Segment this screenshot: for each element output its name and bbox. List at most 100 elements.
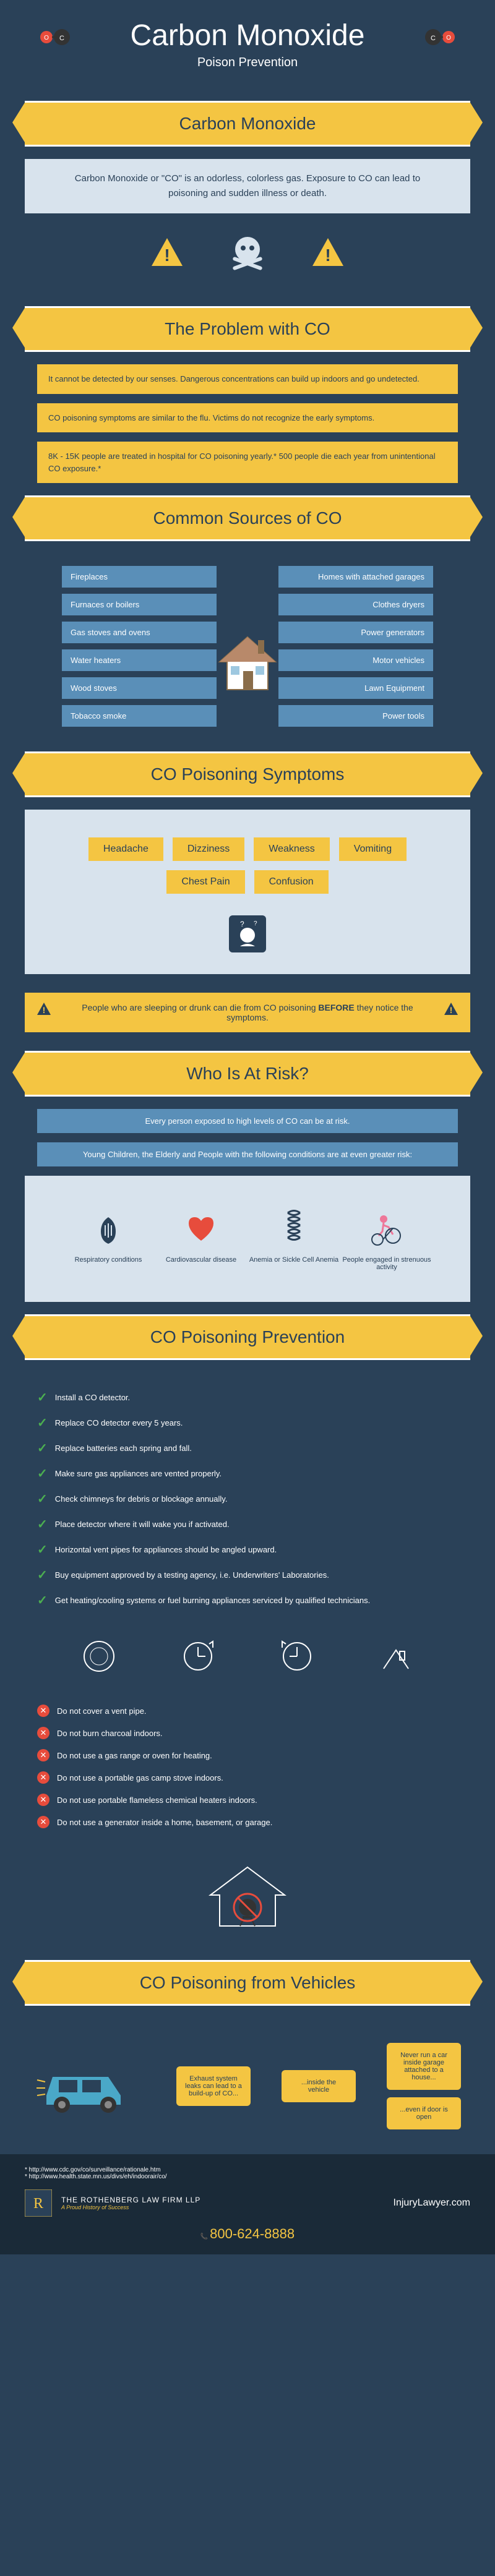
source-item: Motor vehicles bbox=[278, 649, 433, 671]
svg-text:?: ? bbox=[254, 920, 257, 927]
risk-box-2: Young Children, the Elderly and People w… bbox=[37, 1142, 458, 1166]
section-banner-risk: Who Is At Risk? bbox=[25, 1051, 470, 1097]
risk-icon bbox=[62, 1207, 155, 1250]
confusion-icon: ?? bbox=[25, 909, 470, 962]
svg-text:O: O bbox=[44, 35, 49, 41]
section-banner-symptoms: CO Poisoning Symptoms bbox=[25, 751, 470, 797]
prevention-dont: ✕Do not burn charcoal indoors. bbox=[37, 1722, 458, 1744]
alert-text-bold: BEFORE bbox=[318, 1003, 354, 1012]
risk-item: Cardiovascular disease bbox=[155, 1207, 248, 1271]
prevention-do: ✓Replace CO detector every 5 years. bbox=[37, 1410, 458, 1436]
section-banner-sources: Common Sources of CO bbox=[25, 495, 470, 541]
warning-icon: ! bbox=[309, 235, 346, 272]
cross-icon: ✕ bbox=[37, 1816, 50, 1828]
page-title: Carbon Monoxide bbox=[12, 19, 483, 53]
section-banner-prevention: CO Poisoning Prevention bbox=[25, 1314, 470, 1360]
source-item: Power generators bbox=[278, 622, 433, 643]
intro-text: Carbon Monoxide or "CO" is an odorless, … bbox=[25, 159, 470, 213]
svg-text:O: O bbox=[446, 35, 451, 41]
chimney-icon bbox=[377, 1638, 415, 1675]
prevention-text: Replace CO detector every 5 years. bbox=[55, 1418, 183, 1427]
source-item: Power tools bbox=[278, 705, 433, 727]
svg-text:!: ! bbox=[325, 246, 330, 265]
source-item: Wood stoves bbox=[62, 677, 217, 699]
prevention-text: Horizontal vent pipes for appliances sho… bbox=[55, 1545, 277, 1554]
check-icon: ✓ bbox=[37, 1390, 48, 1405]
cross-icon: ✕ bbox=[37, 1705, 50, 1717]
check-icon: ✓ bbox=[37, 1440, 48, 1456]
alert-banner: ! People who are sleeping or drunk can d… bbox=[25, 993, 470, 1032]
prevention-text: Do not use a portable gas camp stove ind… bbox=[57, 1773, 223, 1782]
symptom-pill: Dizziness bbox=[173, 837, 244, 861]
risk-label: Respiratory conditions bbox=[62, 1256, 155, 1264]
check-icon: ✓ bbox=[37, 1567, 48, 1583]
prevention-text: Replace batteries each spring and fall. bbox=[55, 1444, 192, 1453]
prevention-text: Do not use portable flameless chemical h… bbox=[57, 1795, 257, 1805]
check-icon: ✓ bbox=[37, 1593, 48, 1608]
check-icon: ✓ bbox=[37, 1542, 48, 1557]
clock-icon bbox=[179, 1638, 217, 1675]
source-item: Furnaces or boilers bbox=[62, 594, 217, 615]
clock-back-icon bbox=[278, 1638, 316, 1675]
symptom-pill: Chest Pain bbox=[166, 870, 244, 894]
problem-box: It cannot be detected by our senses. Dan… bbox=[37, 364, 458, 394]
risk-icon bbox=[155, 1207, 248, 1250]
source-item: Homes with attached garages bbox=[278, 566, 433, 588]
risk-label: Anemia or Sickle Cell Anemia bbox=[248, 1256, 340, 1264]
risk-item: Respiratory conditions bbox=[62, 1207, 155, 1271]
footer-ref-1: * http://www.cdc.gov/co/surveillance/rat… bbox=[25, 2167, 470, 2173]
bubble-exhaust: Exhaust system leaks can lead to a build… bbox=[176, 2066, 251, 2106]
footer: * http://www.cdc.gov/co/surveillance/rat… bbox=[0, 2154, 495, 2254]
bubble-door: ...even if door is open bbox=[387, 2097, 461, 2129]
prevention-dont: ✕ Do not cover a vent pipe. bbox=[37, 1700, 458, 1722]
risk-item: People engaged in strenuous activity bbox=[340, 1207, 433, 1271]
prevention-text: Do not cover a vent pipe. bbox=[57, 1706, 147, 1716]
prevention-dont: ✕ Do not use portable flameless chemical … bbox=[37, 1789, 458, 1811]
vehicle-section: Exhaust system leaks can lead to a build… bbox=[0, 2018, 495, 2154]
cross-icon: ✕ bbox=[37, 1794, 50, 1806]
footer-tagline: A Proud History of Success bbox=[61, 2204, 200, 2210]
section-banner-problem: The Problem with CO bbox=[25, 306, 470, 352]
prevention-text: Do not use a generator inside a home, ba… bbox=[57, 1818, 272, 1827]
risk-item: Anemia or Sickle Cell Anemia bbox=[248, 1207, 340, 1271]
warning-icon: ! bbox=[148, 235, 186, 272]
warning-icons-row: ! ! bbox=[0, 213, 495, 294]
sources-grid: FireplacesFurnaces or boilersGas stoves … bbox=[0, 554, 495, 739]
prevention-text: Do not use a gas range or oven for heati… bbox=[57, 1751, 212, 1760]
symptom-pill: Confusion bbox=[254, 870, 329, 894]
problem-box: CO poisoning symptoms are similar to the… bbox=[37, 403, 458, 433]
prevention-do: ✓ Horizontal vent pipes for appliances sh… bbox=[37, 1537, 458, 1562]
house-icon bbox=[213, 628, 282, 699]
prevention-do: ✓ Make sure gas appliances are vented pro… bbox=[37, 1461, 458, 1486]
cross-icon: ✕ bbox=[37, 1771, 50, 1784]
alert-text-pre: People who are sleeping or drunk can die… bbox=[82, 1003, 318, 1012]
prevention-text: Check chimneys for debris or blockage an… bbox=[55, 1494, 228, 1504]
prevention-dont: ✕ Do not use a portable gas camp stove in… bbox=[37, 1766, 458, 1789]
prevention-dont: ✕Do not use a gas range or oven for heat… bbox=[37, 1744, 458, 1766]
source-item: Gas stoves and ovens bbox=[62, 622, 217, 643]
section-banner-vehicles: CO Poisoning from Vehicles bbox=[25, 1960, 470, 2006]
check-icon: ✓ bbox=[37, 1491, 48, 1507]
detector-icon bbox=[80, 1638, 118, 1675]
risk-box-1: Every person exposed to high levels of C… bbox=[37, 1109, 458, 1133]
prevention-text: Buy equipment approved by a testing agen… bbox=[55, 1570, 329, 1580]
footer-site: InjuryLawyer.com bbox=[394, 2197, 471, 2209]
svg-text:!: ! bbox=[43, 1005, 46, 1015]
symptom-pill: Headache bbox=[88, 837, 163, 861]
page-subtitle: Poison Prevention bbox=[12, 56, 483, 70]
risk-label: People engaged in strenuous activity bbox=[340, 1256, 433, 1271]
prevention-dont: ✕ Do not use a generator inside a home, b… bbox=[37, 1811, 458, 1833]
header: CO CO Carbon Monoxide Poison Prevention bbox=[0, 0, 495, 88]
source-item: Tobacco smoke bbox=[62, 705, 217, 727]
risk-label: Cardiovascular disease bbox=[155, 1256, 248, 1264]
svg-text:C: C bbox=[59, 35, 64, 42]
check-icon: ✓ bbox=[37, 1466, 48, 1481]
source-item: Clothes dryers bbox=[278, 594, 433, 615]
prevention-text: Do not burn charcoal indoors. bbox=[57, 1729, 163, 1738]
prevention-icons bbox=[0, 1625, 495, 1687]
molecule-icon-left: CO bbox=[37, 25, 74, 53]
prevention-text: Make sure gas appliances are vented prop… bbox=[55, 1469, 222, 1478]
prevention-do: ✓ Check chimneys for debris or blockage a… bbox=[37, 1486, 458, 1512]
car-icon bbox=[34, 2052, 145, 2120]
check-icon: ✓ bbox=[37, 1517, 48, 1532]
